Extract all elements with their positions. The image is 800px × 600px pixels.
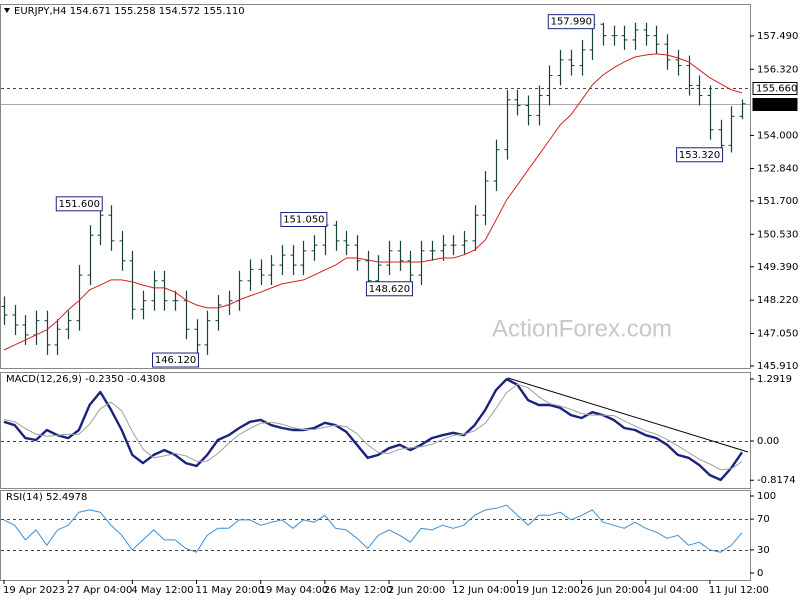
y-tick-label: 100 <box>757 491 776 502</box>
y-tick-label: 30 <box>757 545 770 556</box>
y-tick-label: 152.840 <box>757 163 798 174</box>
y-tick-label: 70 <box>757 514 770 525</box>
annotation-box <box>547 14 595 30</box>
series-line <box>3 53 743 351</box>
annotation-box <box>676 147 724 163</box>
x-tick-label: 4 Jul 04:00 <box>645 585 699 596</box>
annotation-box <box>365 281 413 297</box>
y-tick-label: 145.910 <box>757 361 798 372</box>
x-tick-label: 2 Jun 20:00 <box>388 585 445 596</box>
y-tick-label: 0.00 <box>757 436 779 447</box>
annotation-label: 151.050 <box>283 214 324 225</box>
series-line <box>3 377 743 482</box>
panel-frame <box>0 490 751 581</box>
y-tick-label: 157.490 <box>757 31 798 42</box>
y-tick-label: 150.530 <box>757 229 798 240</box>
annotation-label: 146.120 <box>155 355 196 366</box>
annotation-box <box>55 196 103 212</box>
macd-title: MACD(12,26,9) -0.2350 -0.4308 <box>6 374 166 385</box>
annotation-label: 153.320 <box>679 150 720 161</box>
panel-frame <box>0 4 751 369</box>
series-line <box>3 504 743 553</box>
y-tick-label: 148.220 <box>757 295 798 306</box>
x-tick-label: 19 May 04:00 <box>260 585 329 596</box>
y-tick-label: 0 <box>757 568 763 579</box>
x-tick-label: 11 May 20:00 <box>196 585 265 596</box>
series-line <box>3 383 743 471</box>
annotation-label: 151.600 <box>59 199 100 210</box>
indicator-arrow <box>4 8 10 13</box>
annotation-box <box>280 211 328 227</box>
price-title: EURJPY,H4 154.671 155.258 154.572 155.11… <box>14 6 245 17</box>
x-tick-label: 19 Apr 2023 <box>3 585 65 596</box>
y-tick-label: 149.390 <box>757 262 798 273</box>
trend-line <box>507 377 749 453</box>
watermark: ActionForex.com <box>492 315 672 342</box>
level-box <box>752 98 798 111</box>
x-tick-label: 19 Jun 12:00 <box>516 585 580 596</box>
annotation-box <box>152 352 200 368</box>
level-label: 155.110 <box>756 100 797 111</box>
panel-frame <box>0 372 751 489</box>
level-label: 155.660 <box>756 84 797 95</box>
x-tick-label: 12 Jun 04:00 <box>452 585 516 596</box>
y-tick-label: 147.050 <box>757 329 798 340</box>
x-tick-label: 27 Apr 04:00 <box>67 585 132 596</box>
rsi-title: RSI(14) 52.4978 <box>6 492 87 503</box>
y-tick-label: 156.320 <box>757 64 798 75</box>
y-tick-label: -0.8174 <box>757 475 796 486</box>
level-box <box>752 82 798 95</box>
x-tick-label: 26 Jun 20:00 <box>581 585 645 596</box>
y-tick-label: 1.2919 <box>757 374 792 385</box>
x-tick-label: 11 Jul 12:00 <box>709 585 769 596</box>
y-tick-label: 154.000 <box>757 130 798 141</box>
y-tick-label: 151.700 <box>757 196 798 207</box>
x-tick-label: 26 May 12:00 <box>324 585 393 596</box>
annotation-label: 148.620 <box>369 284 410 295</box>
x-tick-label: 4 May 12:00 <box>131 585 193 596</box>
annotation-label: 157.990 <box>551 17 592 28</box>
